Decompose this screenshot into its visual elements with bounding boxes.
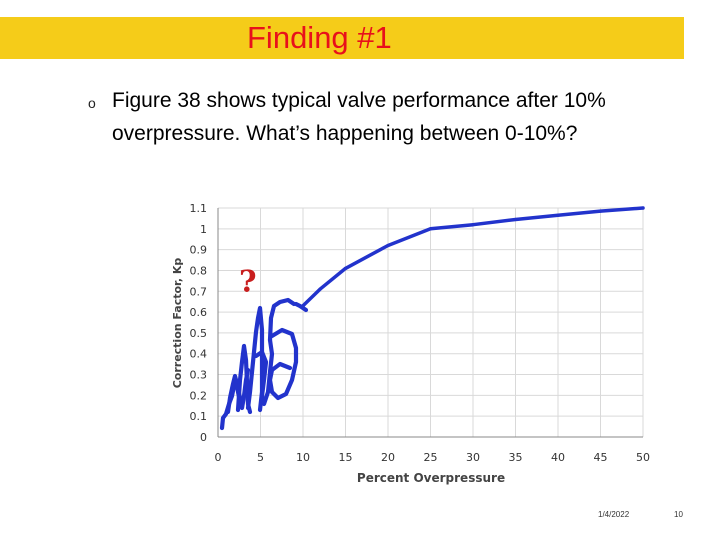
x-tick-label: 30 [466,451,480,464]
y-tick-label: 0.5 [190,327,208,340]
series-point [556,213,560,217]
y-tick-label: 1.1 [190,202,208,215]
series-point [471,223,475,227]
question-mark-annotation: ? [239,264,257,299]
x-tick-label: 50 [636,451,650,464]
y-tick-label: 0.4 [190,348,208,361]
scribble-stroke [267,297,297,343]
series-line [301,206,645,308]
bullet-text: Figure 38 shows typical valve performanc… [112,89,606,145]
series-point [428,227,433,231]
x-tick-label: 40 [551,451,565,464]
x-axis-label: Percent Overpressure [357,471,505,485]
y-axis-label: Correction Factor, Kp [171,258,184,389]
y-tick-label: 0.3 [190,369,208,382]
series-point [513,217,518,222]
y-tick-label: 0.6 [190,306,208,319]
y-tick-label: 0 [200,431,207,444]
x-tick-label: 25 [424,451,438,464]
y-tick-labels: 0 0.1 0.2 0.3 0.4 0.5 0.6 0.7 0.8 0.9 1 1.1 [190,202,208,444]
y-tick-label: 0.2 [190,389,208,402]
y-tick-label: 0.9 [190,244,208,257]
chart-series [301,206,645,308]
slide-number: 10 [674,510,683,519]
x-tick-label: 5 [257,451,264,464]
series-point [641,206,645,210]
y-tick-label: 0.1 [190,410,208,423]
y-tick-label: 0.7 [190,285,208,298]
series-point [598,209,603,213]
slide-date: 1/4/2022 [598,510,630,519]
chart-annotations: ? [239,264,257,299]
y-tick-label: 1 [200,223,207,236]
scribble-stroke [253,337,275,407]
y-tick-label: 0.8 [190,264,208,277]
scribble-stroke [293,301,309,313]
series-point [343,266,348,270]
x-tick-label: 10 [296,451,310,464]
x-tick-label: 20 [381,451,395,464]
title-bar [0,17,684,59]
handwritten-scribble [219,297,309,431]
scribble-stroke [267,327,299,401]
x-tick-labels: 0 5 10 15 20 25 30 35 40 45 50 [215,451,651,464]
chart-grid [217,207,644,438]
series-point [318,287,322,291]
series-point [386,243,390,248]
x-tick-label: 15 [339,451,353,464]
slide-title: Finding #1 [247,20,392,55]
x-tick-label: 0 [215,451,222,464]
bullet-marker: o [88,95,96,111]
x-tick-label: 45 [594,451,608,464]
x-tick-label: 35 [509,451,523,464]
scribble-stroke [245,305,265,413]
